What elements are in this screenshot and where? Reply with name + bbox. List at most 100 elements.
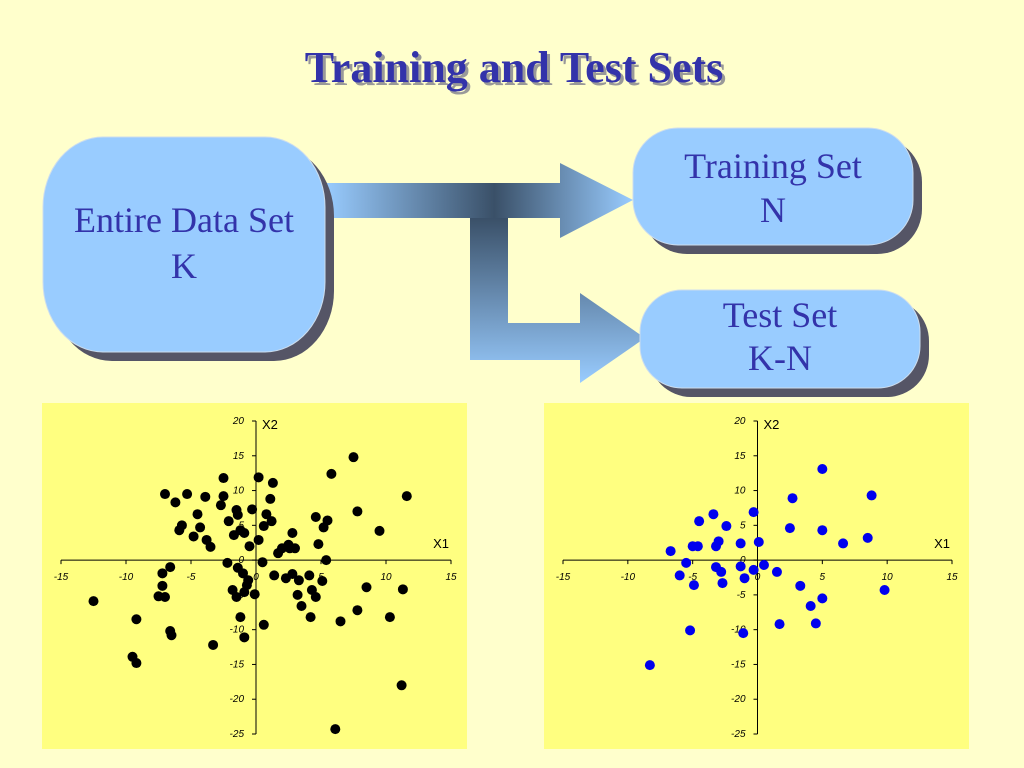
point <box>717 578 728 589</box>
y-tick-label: -25 <box>731 729 746 740</box>
point <box>267 477 278 488</box>
point <box>817 593 828 604</box>
title: Training and Test Sets <box>305 43 724 92</box>
x-tick-label: -15 <box>54 572 69 583</box>
point <box>787 493 798 504</box>
point <box>665 546 676 557</box>
x-tick-label: -10 <box>621 572 636 583</box>
point <box>862 532 873 543</box>
point <box>313 539 324 550</box>
y-tick-label: 10 <box>233 486 245 497</box>
point <box>708 509 719 520</box>
x-tick-label: 0 <box>253 572 259 583</box>
arrow-test <box>470 218 645 383</box>
node-training <box>632 127 914 246</box>
x-tick-label: 5 <box>820 572 826 583</box>
point <box>131 658 142 669</box>
point <box>685 625 696 636</box>
y-tick-label: -20 <box>230 694 245 705</box>
node-label: Entire Data Set <box>74 200 294 240</box>
y-tick-label: 15 <box>233 451 245 462</box>
point <box>374 525 385 536</box>
point <box>401 491 412 502</box>
point <box>253 534 264 545</box>
point <box>157 580 168 591</box>
title-shadow: Training and Test Sets <box>308 46 727 95</box>
node-label: Training Set <box>684 146 862 186</box>
point <box>397 584 408 595</box>
x-axis-label: X1 <box>934 536 950 551</box>
point <box>317 575 328 586</box>
point <box>247 504 258 515</box>
y-tick-label: -10 <box>230 625 245 636</box>
x-tick-label: 10 <box>882 572 894 583</box>
point <box>321 555 332 566</box>
point <box>716 566 727 577</box>
point <box>753 537 764 548</box>
point <box>384 612 395 623</box>
point <box>335 616 346 627</box>
point <box>721 521 732 532</box>
point <box>231 591 242 602</box>
chart-panel <box>544 403 969 749</box>
point <box>305 612 316 623</box>
point <box>215 500 226 511</box>
point <box>265 493 276 504</box>
y-axis-label: X2 <box>764 417 780 432</box>
point <box>223 516 234 527</box>
point <box>326 468 337 479</box>
point <box>810 618 821 629</box>
point <box>166 630 177 641</box>
point <box>249 589 260 600</box>
point <box>88 596 99 607</box>
point <box>758 559 769 570</box>
point <box>174 525 185 536</box>
y-tick-label: 0 <box>238 555 244 566</box>
point <box>879 585 890 596</box>
point <box>157 568 168 579</box>
point <box>232 509 243 520</box>
y-tick-label: 10 <box>734 486 746 497</box>
x-axis-label: X1 <box>433 536 449 551</box>
node-label: K <box>171 246 197 286</box>
point <box>241 580 252 591</box>
point <box>165 562 176 573</box>
point <box>838 538 849 549</box>
chart-panel <box>42 403 467 749</box>
point <box>774 619 785 630</box>
y-tick-label: 20 <box>232 416 245 427</box>
point <box>738 628 749 639</box>
point <box>192 509 203 520</box>
point <box>218 491 229 502</box>
point <box>674 570 685 581</box>
point <box>253 472 264 483</box>
point <box>170 497 181 508</box>
point <box>688 580 699 591</box>
x-tick-label: 15 <box>946 572 958 583</box>
point <box>692 541 703 552</box>
point <box>784 523 795 534</box>
x-tick-label: -5 <box>187 572 196 583</box>
point <box>200 491 211 502</box>
point <box>681 557 692 568</box>
y-tick-label: -20 <box>731 694 746 705</box>
point <box>182 489 193 500</box>
point <box>244 541 255 552</box>
point <box>131 614 142 625</box>
y-tick-label: 0 <box>740 555 746 566</box>
point <box>269 570 280 581</box>
point <box>817 463 828 474</box>
point <box>257 557 268 568</box>
point <box>644 660 655 671</box>
y-tick-label: -25 <box>230 729 245 740</box>
point <box>296 601 307 612</box>
point <box>218 473 229 484</box>
point <box>795 580 806 591</box>
y-tick-label: 5 <box>740 520 746 531</box>
point <box>292 589 303 600</box>
y-tick-label: -10 <box>731 625 746 636</box>
y-tick-label: -5 <box>737 590 746 601</box>
x-tick-label: 0 <box>755 572 761 583</box>
node-label: K-N <box>748 338 812 378</box>
